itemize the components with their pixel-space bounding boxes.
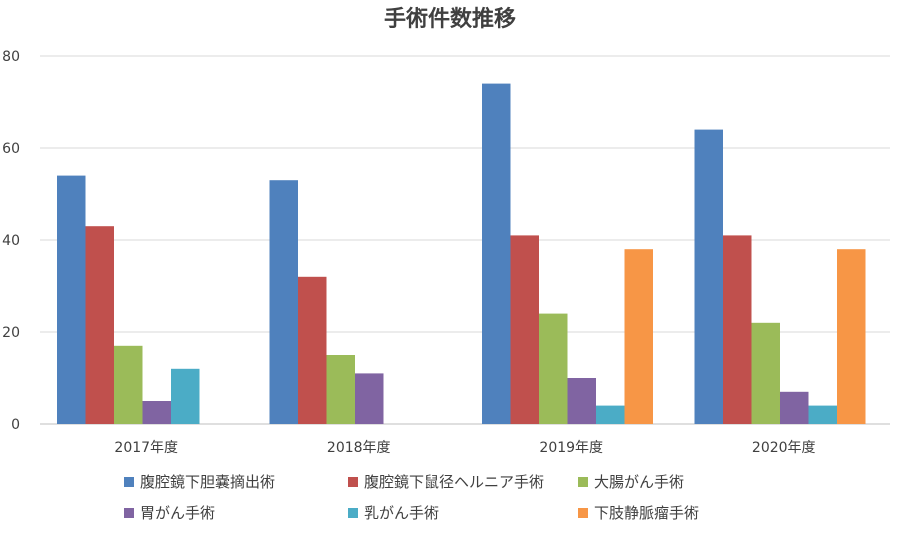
bars [57,83,866,424]
x-axis-ticks: 2017年度 2018年度 2019年度 2020年度 [114,440,815,456]
bar [624,249,653,424]
legend-swatch [348,477,358,487]
bar [596,405,625,424]
bar [171,368,200,424]
bar [482,83,511,424]
bar [751,322,780,424]
x-tick-label: 2018年度 [327,440,391,456]
legend-swatch [578,508,588,518]
y-axis-ticks: 0 20 40 60 80 [2,49,20,433]
bar [567,378,596,424]
bar [298,276,327,424]
bar [808,405,837,424]
bar [114,345,143,424]
bar [780,391,809,424]
bar [723,235,752,424]
bar [57,175,86,424]
x-tick-label: 2020年度 [752,440,816,456]
x-tick-label: 2017年度 [114,440,178,456]
y-tick-label: 20 [2,325,20,341]
legend-swatch [124,508,134,518]
bar [85,226,114,424]
y-tick-label: 40 [2,233,20,249]
y-tick-label: 60 [2,141,20,157]
chart-title: 手術件数推移 [384,6,516,32]
x-tick-label: 2019年度 [539,440,603,456]
y-tick-label: 80 [2,49,20,65]
legend-swatch [348,508,358,518]
bar [269,180,298,424]
legend-label: 腹腔鏡下鼠径ヘルニア手術 [364,473,544,491]
bar [694,129,723,424]
legend-label: 胃がん手術 [140,504,215,522]
legend-swatch [578,477,588,487]
legend-label: 大腸がん手術 [594,473,684,491]
legend-swatch [124,477,134,487]
bar [510,235,539,424]
bar [142,401,171,424]
legend-label: 下肢静脈瘤手術 [594,504,699,522]
bar [326,355,355,424]
legend-label: 腹腔鏡下胆嚢摘出術 [140,473,275,491]
bar [837,249,866,424]
bar [539,313,568,424]
y-tick-label: 0 [11,417,20,433]
bar [355,373,384,424]
legend-label: 乳がん手術 [364,504,439,522]
